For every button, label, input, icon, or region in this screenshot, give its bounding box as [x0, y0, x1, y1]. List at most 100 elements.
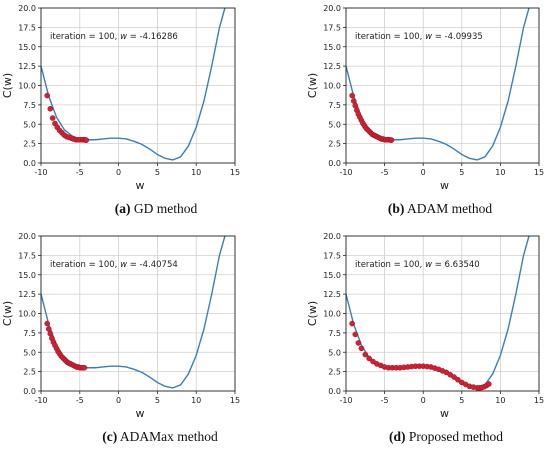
x-axis-label: w [440, 407, 449, 420]
plot-frame [345, 235, 540, 392]
y-tick-label: 15.0 [18, 43, 36, 52]
iteration-point [47, 330, 54, 337]
caption-a: (a) GD method [76, 201, 236, 217]
x-tick-label: 15 [230, 168, 240, 177]
x-tick-label: 0 [421, 168, 426, 177]
iteration-annotation: iteration = 100, w = 6.63540 [355, 260, 480, 270]
iteration-point [349, 320, 355, 327]
y-tick-label: 0.0 [328, 387, 341, 396]
y-tick-label: 17.5 [323, 23, 341, 32]
iteration-point [352, 331, 359, 338]
iteration-point [388, 137, 395, 143]
iteration-point [355, 340, 362, 346]
caption-c: (c) ADAMax method [60, 429, 260, 445]
y-tick-label: 5.0 [328, 120, 341, 129]
y-tick-label: 5.0 [328, 348, 341, 357]
x-tick-label: 0 [116, 168, 121, 177]
iteration-point [83, 137, 90, 143]
x-tick-label: -5 [76, 168, 84, 177]
iteration-point [455, 376, 461, 383]
caption-b-tag: (b) [387, 201, 405, 216]
iteration-point [81, 364, 88, 371]
x-tick-label: -5 [381, 396, 389, 405]
y-tick-label: 20.0 [18, 232, 36, 241]
y-tick-label: 12.5 [323, 62, 341, 71]
caption-d-text: Proposed method [408, 429, 503, 444]
y-axis-label: C(w) [1, 301, 14, 326]
iteration-point [366, 355, 372, 362]
y-tick-label: 15.0 [323, 271, 341, 280]
x-tick-label: 5 [459, 396, 464, 405]
y-tick-label: 7.5 [23, 329, 36, 338]
x-tick-label: 0 [421, 396, 426, 405]
chart-panel-3: -10 -5 0 5 10 15 0.0 2.5 5.0 7.5 10.0 12.5 15.0 17.5 2… [306, 232, 544, 420]
y-tick-label: 12.5 [18, 290, 36, 299]
y-tick-label: 7.5 [328, 329, 341, 338]
iteration-point [362, 351, 369, 358]
y-tick-label: 10.0 [323, 310, 341, 319]
x-tick-label: 5 [155, 168, 160, 177]
x-tick-label: -10 [34, 396, 47, 405]
caption-d: (d) Proposed method [346, 429, 546, 445]
iteration-point [44, 320, 51, 327]
iteration-point [358, 345, 365, 352]
iteration-annotation: iteration = 100, w = -4.16286 [50, 32, 178, 42]
iteration-point [44, 92, 51, 99]
x-tick-label: -5 [381, 168, 389, 177]
caption-c-tag: (c) [102, 429, 118, 444]
iteration-annotation: iteration = 100, w = -4.09935 [355, 32, 483, 42]
y-tick-label: 0.0 [23, 159, 36, 168]
caption-b: (b) ADAM method [350, 201, 530, 217]
x-tick-label: 15 [534, 396, 544, 405]
x-axis-label: w [136, 179, 145, 192]
y-tick-label: 20.0 [18, 4, 36, 13]
y-tick-label: 15.0 [18, 271, 36, 280]
y-tick-label: 5.0 [23, 120, 36, 129]
x-tick-label: -5 [76, 396, 84, 405]
x-tick-label: 15 [230, 396, 240, 405]
y-axis-label: C(w) [1, 73, 14, 98]
y-tick-label: 7.5 [23, 101, 36, 110]
iteration-point [49, 115, 56, 121]
plot-frame [40, 235, 236, 392]
chart-panel-1: -10 -5 0 5 10 15 0.0 2.5 5.0 7.5 10.0 12.5 15.0 17.5 2… [306, 4, 544, 192]
y-tick-label: 0.0 [23, 387, 36, 396]
x-tick-label: 10 [191, 396, 201, 405]
iteration-point [451, 374, 457, 380]
plot-frame [345, 7, 540, 164]
y-tick-label: 17.5 [323, 251, 341, 260]
iteration-point [349, 92, 355, 99]
y-tick-label: 5.0 [23, 348, 36, 357]
iteration-point [45, 326, 52, 332]
y-tick-label: 7.5 [328, 101, 341, 110]
plot-frame [40, 7, 236, 164]
iteration-annotation: iteration = 100, w = -4.40754 [50, 260, 178, 270]
y-tick-label: 2.5 [23, 368, 36, 377]
x-axis-label: w [440, 179, 449, 192]
x-tick-label: 5 [155, 396, 160, 405]
x-tick-label: 15 [534, 168, 544, 177]
y-axis-label: C(w) [306, 301, 319, 326]
x-tick-label: 10 [495, 396, 505, 405]
y-tick-label: 10.0 [323, 82, 341, 91]
y-tick-label: 17.5 [18, 251, 36, 260]
cost-curve-line [346, 236, 530, 389]
iteration-point [350, 98, 357, 104]
x-tick-label: 10 [495, 168, 505, 177]
chart-panel-0: -10 -5 0 5 10 15 0.0 2.5 5.0 7.5 10.0 12.5 15.0 17.5 2… [1, 4, 240, 192]
y-tick-label: 15.0 [323, 43, 341, 52]
y-tick-label: 2.5 [328, 140, 341, 149]
iteration-point [47, 105, 54, 112]
y-tick-label: 20.0 [323, 232, 341, 241]
caption-b-text: ADAM method [407, 201, 493, 216]
y-tick-label: 10.0 [18, 310, 36, 319]
y-axis-label: C(w) [306, 73, 319, 98]
caption-c-text: ADAMax method [119, 429, 218, 444]
y-tick-label: 10.0 [18, 82, 36, 91]
y-tick-label: 2.5 [23, 140, 36, 149]
y-tick-label: 20.0 [323, 4, 341, 13]
x-tick-label: 0 [116, 396, 121, 405]
x-tick-label: 5 [459, 168, 464, 177]
y-tick-label: 12.5 [18, 62, 36, 71]
